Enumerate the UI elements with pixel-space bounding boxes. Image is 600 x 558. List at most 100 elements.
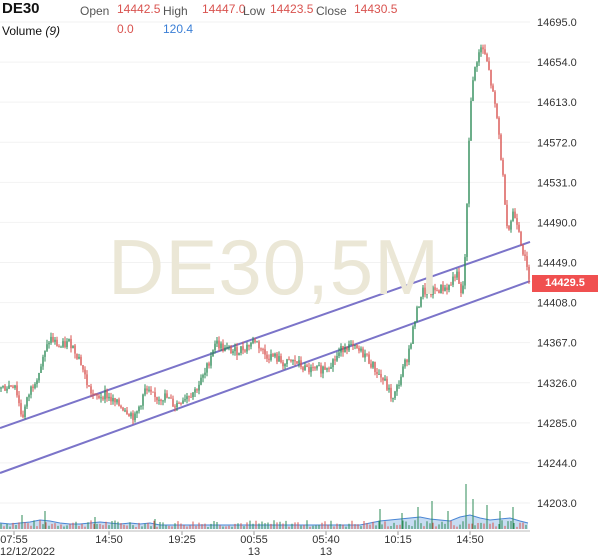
candle-body [284,364,286,367]
candle-body [410,343,412,349]
y-tick-label: 14244.0 [537,458,577,470]
candle-body [484,49,486,54]
volume-area [0,484,529,529]
candlestick-series [0,44,530,425]
candle-body [436,290,438,292]
candle-body [408,348,410,363]
candle-body [138,406,140,412]
trend-channel[interactable] [0,241,531,474]
candle-body [50,336,52,343]
candle-body [234,347,236,352]
candle-body [342,346,344,353]
low-value: 14423.5 [270,2,314,16]
candle-body [416,307,418,322]
candle-body [504,174,506,205]
candle-body [80,356,82,366]
candle-body [0,387,2,389]
candle-body [232,351,234,354]
candle-body [182,400,184,404]
candle-body [226,347,228,349]
candle-body [272,353,274,357]
candle-body [120,405,122,408]
y-tick-label: 14326.0 [537,378,577,390]
candle-body [308,366,310,373]
candle-body [388,387,390,390]
x-tick-label: 10:15 [384,534,412,546]
y-tick-label: 14449.0 [537,258,577,270]
candle-body [222,343,224,352]
candle-body [362,348,364,358]
candle-body [82,365,84,370]
candle-body [164,393,166,401]
candle-body [106,390,108,399]
candle-body [374,361,376,372]
candle-body [392,398,394,400]
candle-body [290,359,292,362]
candle-body [172,398,174,407]
candle-body [238,353,240,356]
candle-body [476,62,478,68]
candle-body [244,350,246,352]
candle-body [322,366,324,374]
candle-body [254,339,256,343]
candle-body [356,345,358,349]
candle-body [304,365,306,371]
candle-body [194,389,196,393]
channel-lower-line[interactable] [0,280,531,474]
candle-body [136,411,138,414]
candle-body [12,386,14,388]
candle-body [480,47,482,53]
x-tick-label: 00:55 [240,534,268,546]
candle-body [256,341,258,343]
volume-label[interactable]: Volume (9) [2,24,60,38]
candle-body [314,367,316,369]
candle-body [286,359,288,365]
candle-body [118,399,120,406]
candle-body [258,341,260,349]
candle-body [190,396,192,398]
candle-body [18,395,20,404]
candle-body [324,366,326,370]
x-tick-label: 05:40 [312,534,340,546]
candle-body [214,343,216,351]
candle-body [458,271,460,284]
candle-body [168,397,170,399]
candle-body [312,367,314,369]
candle-body [116,399,118,403]
candle-body [352,343,354,346]
candle-body [472,80,474,101]
candle-body [380,373,382,378]
y-tick-label: 14654.0 [537,57,577,69]
candle-body [510,221,512,230]
candle-body [448,284,450,290]
candle-body [414,321,416,327]
candle-body [56,339,58,347]
candle-body [24,406,26,417]
candle-body [468,140,470,204]
candle-body [210,356,212,366]
candle-body [72,345,74,349]
channel-upper-line[interactable] [0,241,531,429]
last-price-tag: 14429.5 [532,275,598,292]
candle-body [126,410,128,414]
candle-body [216,340,218,344]
x-tick-sublabel: 13 [248,546,260,558]
candle-body [20,403,22,415]
symbol-label[interactable]: DE30 [2,0,40,17]
candle-body [346,347,348,351]
candle-body [450,284,452,286]
candle-body [198,384,200,391]
candle-body [184,399,186,401]
candle-body [160,399,162,402]
y-tick-label: 14531.0 [537,177,577,189]
candle-body [66,341,68,348]
candle-body [340,346,342,353]
candle-body [68,338,70,342]
candle-body [248,344,250,347]
candle-body [372,361,374,368]
candle-body [310,367,312,373]
candle-body [52,336,54,342]
candle-body [192,392,194,397]
candle-body [98,395,100,398]
